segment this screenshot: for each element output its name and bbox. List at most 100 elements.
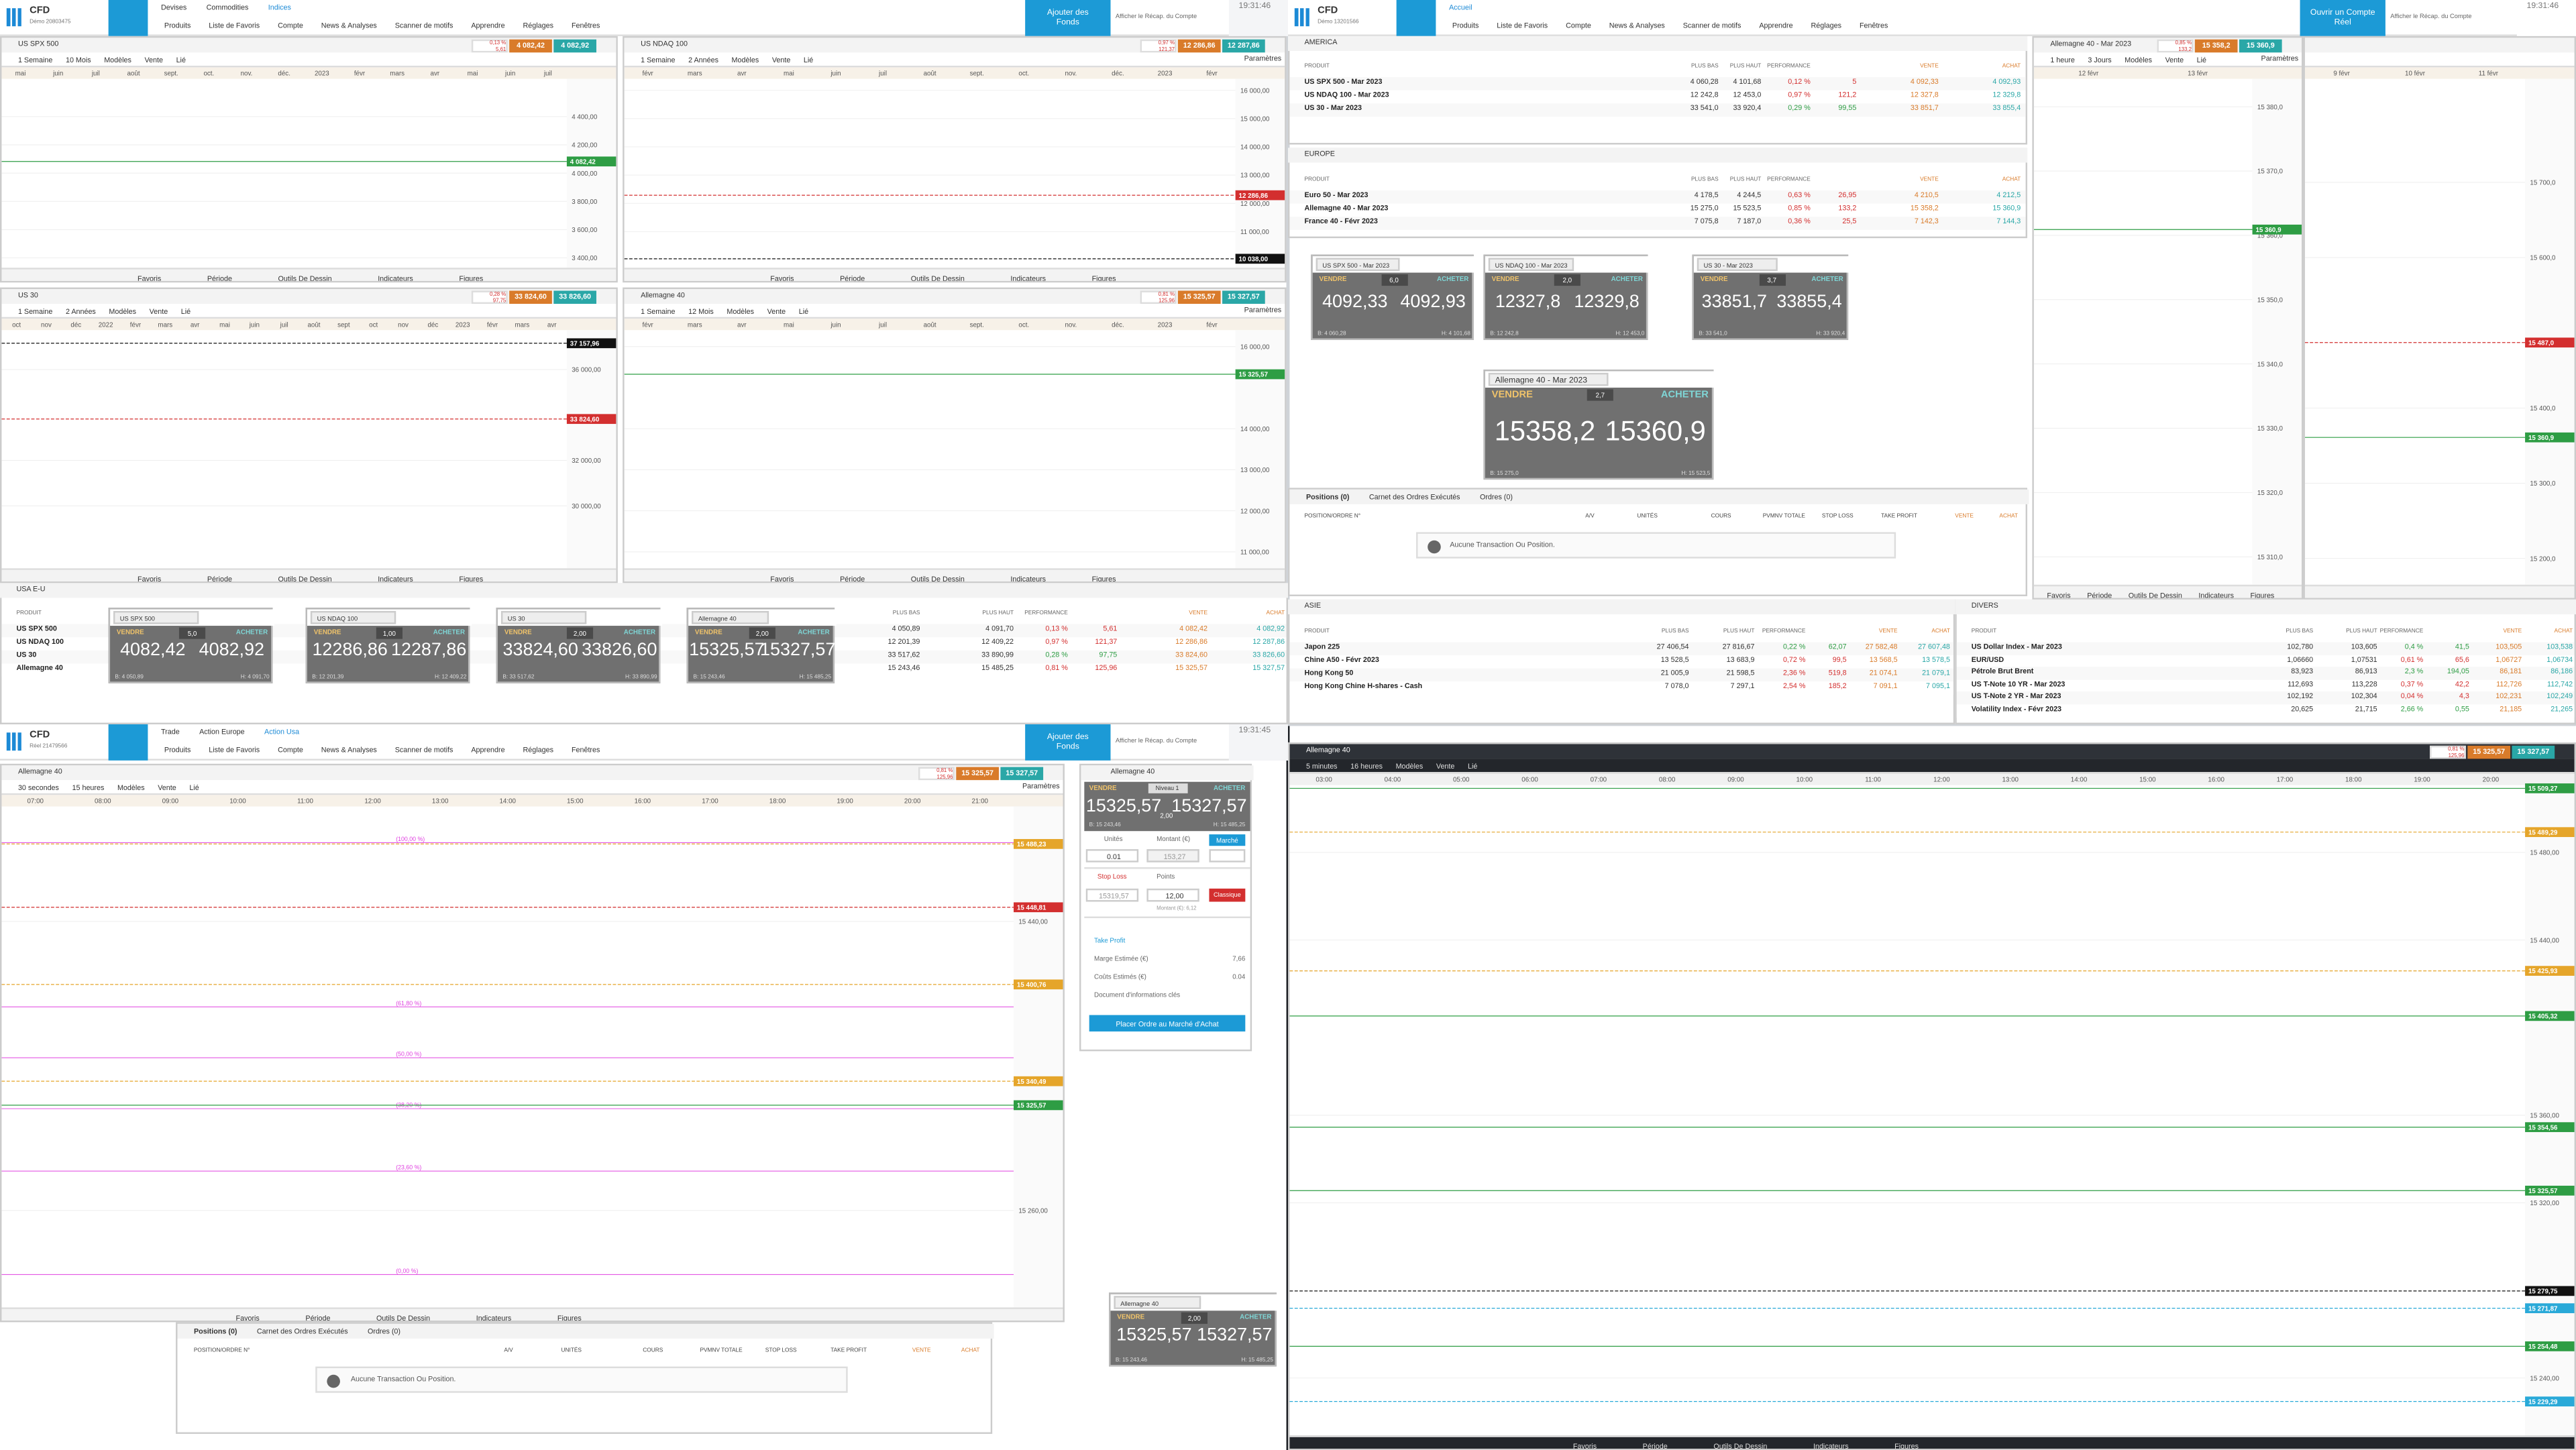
nav-tab[interactable]: Action Usa <box>264 727 300 736</box>
toolbar-item[interactable]: Indicateurs <box>2198 591 2234 600</box>
toolbar-item[interactable]: Indicateurs <box>378 274 413 283</box>
chart-tool[interactable]: Lié <box>180 306 191 316</box>
buy-price[interactable]: 15 327,57 <box>1006 769 1038 777</box>
positions-tab[interactable]: Carnet des Ordres Exécutés <box>1368 492 1460 501</box>
cta-label[interactable]: Ajouter des Fonds <box>1046 8 1089 28</box>
toolbar-item[interactable]: Période <box>1642 1442 1668 1450</box>
nav-tab[interactable]: Accueil <box>1449 3 1472 12</box>
interval[interactable]: 1 Semaine <box>17 306 53 316</box>
buy-price[interactable]: 4082,92 <box>199 640 264 661</box>
toolbar-item[interactable]: Favoris <box>235 1314 260 1323</box>
product-name[interactable]: US NDAQ 100 <box>16 637 64 646</box>
product-name[interactable]: US 30 - Mar 2023 <box>1304 103 1362 112</box>
quote-sell[interactable]: 4 082,42 <box>509 38 552 52</box>
positions-tab[interactable]: Ordres (0) <box>367 1327 401 1336</box>
quote-buy[interactable]: 15 327,57 <box>1222 290 1265 303</box>
sell-price[interactable]: 15325,57 <box>689 640 765 661</box>
menu-item[interactable]: Produits <box>1452 21 1479 30</box>
trade-ticket[interactable]: US NDAQ 100 VENDRE ACHETER 1,00 12286,86 1228… <box>305 608 472 683</box>
stop-type[interactable]: Classique <box>1209 888 1246 902</box>
menu-item[interactable]: Fenêtres <box>571 21 600 30</box>
positions-tab[interactable]: Ordres (0) <box>1479 492 1513 501</box>
chart-tool[interactable]: Vente <box>158 783 176 792</box>
input[interactable]: 0.01 <box>1085 849 1139 862</box>
positions-tab[interactable]: Carnet des Ordres Exécutés <box>256 1327 348 1336</box>
sell-price[interactable]: 4082,42 <box>120 640 186 661</box>
level-select[interactable]: Niveau 1 <box>1147 782 1187 793</box>
chart-tool[interactable]: Vente <box>1436 762 1455 771</box>
toolbar-item[interactable]: Indicateurs <box>1010 274 1046 283</box>
menu-item[interactable]: Liste de Favoris <box>209 745 260 755</box>
menu-item[interactable]: Compte <box>278 745 303 755</box>
sell-price[interactable]: 12 286,86 <box>1183 41 1216 50</box>
toolbar-item[interactable]: Figures <box>2250 591 2275 600</box>
product-name[interactable]: US 30 <box>16 650 37 659</box>
toolbar-item[interactable]: Outils De Dessin <box>910 575 965 583</box>
buy-price[interactable]: 15327,57 <box>1171 796 1247 817</box>
product-name[interactable]: Hong Kong 50 <box>1304 668 1354 677</box>
toolbar-item[interactable]: Favoris <box>138 575 162 583</box>
chart-tool[interactable]: Lié <box>1467 762 1478 771</box>
stop-type-label[interactable]: Classique <box>1213 891 1241 899</box>
nav-tab[interactable]: Indices <box>268 3 291 12</box>
interval[interactable]: 1 Semaine <box>641 306 676 316</box>
menu-item[interactable]: Réglages <box>1811 21 1842 30</box>
table-title[interactable]: DIVERS <box>1971 601 1998 610</box>
sell-price[interactable]: 33824,60 <box>502 640 578 661</box>
buy-price[interactable]: 15360,9 <box>1605 415 1706 447</box>
interval[interactable]: 5 minutes <box>1305 762 1338 771</box>
buy-price[interactable]: 15327,57 <box>760 640 836 661</box>
chart-tool[interactable]: Vente <box>771 56 791 64</box>
cost-label[interactable]: Coûts Estimés (€) <box>1094 972 1146 981</box>
trade-ticket[interactable]: US NDAQ 100 - Mar 2023 VENDRE ACHETER 2,0 12… <box>1483 254 1650 340</box>
chart-tool[interactable]: Modèles <box>2125 56 2152 64</box>
quote-sell[interactable]: 15 325,57 <box>1177 290 1221 303</box>
margin-label[interactable]: Marge Estimée (€) <box>1094 954 1148 963</box>
chart-tool[interactable]: Modèles <box>117 783 145 792</box>
sell-price[interactable]: 15325,57 <box>1085 796 1162 817</box>
toolbar-item[interactable]: Outils De Dessin <box>910 274 965 283</box>
kid-link[interactable]: Document d'informations clés <box>1094 990 1181 999</box>
product-name[interactable]: US SPX 500 <box>16 624 57 632</box>
input[interactable]: 15319,57 <box>1085 888 1139 902</box>
quote-sell[interactable]: 15 325,57 <box>2467 744 2511 759</box>
buy-price[interactable]: 15 360,9 <box>2246 41 2275 50</box>
toolbar-item[interactable]: Favoris <box>770 274 794 283</box>
range[interactable]: 10 Mois <box>65 56 91 64</box>
menu-item[interactable]: News & Analyses <box>321 21 377 30</box>
product-name[interactable]: Euro 50 - Mar 2023 <box>1304 190 1368 199</box>
toolbar-item[interactable]: Figures <box>1091 575 1116 583</box>
toolbar-item[interactable]: Outils De Dessin <box>278 575 332 583</box>
submit-order[interactable]: Placer Ordre au Marché d'Achat <box>1089 1015 1246 1031</box>
nav-tab[interactable]: Commodities <box>206 3 249 12</box>
product-name[interactable]: Volatility Index - Févr 2023 <box>1971 704 2062 713</box>
range[interactable]: 15 heures <box>72 783 105 792</box>
range[interactable]: 16 heures <box>1350 762 1383 771</box>
chart-tool[interactable]: Vente <box>149 306 168 316</box>
chart-tool[interactable]: Modèles <box>1395 762 1424 771</box>
menu-item[interactable]: Compte <box>1566 21 1591 30</box>
product-name[interactable]: France 40 - Févr 2023 <box>1304 217 1378 225</box>
trade-ticket[interactable]: US 30 - Mar 2023 VENDRE ACHETER 3,7 33851,7 3… <box>1692 254 1850 340</box>
buy-price[interactable]: 12329,8 <box>1574 292 1640 312</box>
interval[interactable]: 1 Semaine <box>641 56 676 64</box>
quote-sell[interactable]: 15 358,2 <box>2194 38 2238 52</box>
toolbar-item[interactable]: Période <box>207 274 232 283</box>
positions-tab[interactable]: Positions (0) <box>193 1327 237 1336</box>
quote-buy[interactable]: 12 287,86 <box>1222 38 1265 52</box>
quote-buy[interactable]: 33 826,60 <box>553 290 596 303</box>
buy-price[interactable]: 33826,60 <box>582 640 657 661</box>
cta-button[interactable]: Ajouter des Fonds <box>1025 724 1111 761</box>
trade-ticket[interactable]: Allemagne 40 VENDRE ACHETER 2,00 15325,57 153… <box>686 608 837 683</box>
quote-sell[interactable]: 33 824,60 <box>509 290 552 303</box>
sell-price[interactable]: 4092,33 <box>1322 292 1388 312</box>
table-title[interactable]: USA E-U <box>16 584 46 594</box>
sell-price[interactable]: 4 082,42 <box>517 41 545 50</box>
menu-item[interactable]: Fenêtres <box>571 745 600 755</box>
product-name[interactable]: US T-Note 2 YR - Mar 2023 <box>1971 691 2061 701</box>
chart-tool[interactable]: Vente <box>767 306 786 316</box>
search-button[interactable] <box>108 0 148 36</box>
stop-loss-label[interactable]: Stop Loss <box>1097 872 1127 881</box>
search-button[interactable] <box>108 724 148 761</box>
account-recap[interactable]: Afficher le Récap. du Compte <box>1115 737 1197 744</box>
